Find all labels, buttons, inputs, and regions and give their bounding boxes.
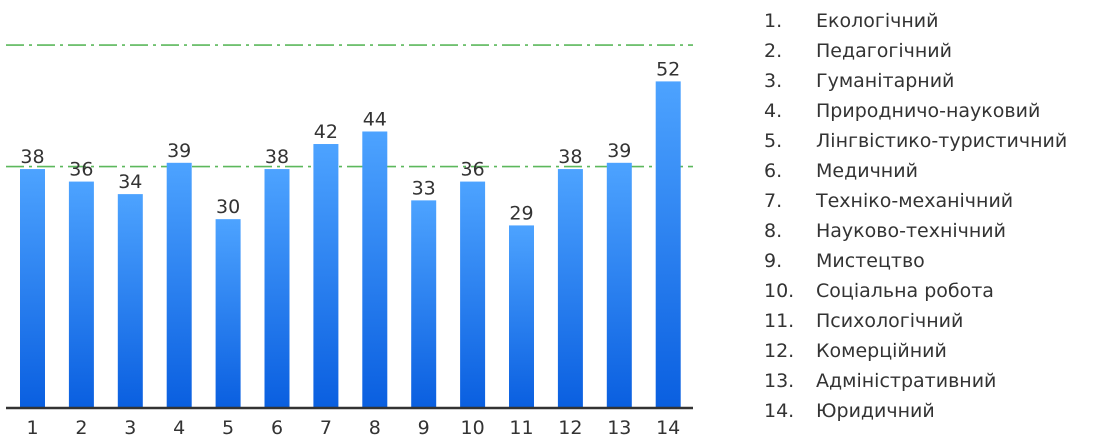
value-label-2: 36 xyxy=(69,159,93,181)
reference-lines xyxy=(6,44,693,168)
value-label-10: 36 xyxy=(461,159,485,181)
legend-item-11: 11. Психологічний xyxy=(764,306,1101,336)
legend-item-label: Техніко-механічний xyxy=(816,190,1014,212)
legend-item-9: 9. Мистецтво xyxy=(764,246,1101,276)
legend-item-number: 10. xyxy=(764,280,795,302)
legend-item-number: 6. xyxy=(764,160,783,182)
legend-item-8: 8. Науково-технічний xyxy=(764,216,1101,246)
x-tick-label-5: 5 xyxy=(222,417,234,439)
legend-item-number: 2. xyxy=(764,40,783,62)
value-label-1: 38 xyxy=(20,146,44,168)
bar-9 xyxy=(411,200,437,407)
legend-item-label: Лінгвістико-туристичний xyxy=(816,130,1068,152)
legend-item-number: 4. xyxy=(764,100,783,122)
legend-item-number: 1. xyxy=(764,10,783,32)
legend-item-14: 14. Юридичний xyxy=(764,396,1101,426)
bar-5 xyxy=(215,219,241,407)
value-label-3: 34 xyxy=(118,171,142,193)
legend-item-10: 10. Соціальна робота xyxy=(764,276,1101,306)
legend-item-label: Психологічний xyxy=(816,310,964,332)
bar-11 xyxy=(509,225,534,407)
x-tick-label-14: 14 xyxy=(656,417,680,439)
bar-14 xyxy=(655,81,681,408)
x-tick-label-11: 11 xyxy=(509,417,533,439)
legend-item-label: Юридичний xyxy=(816,400,935,422)
value-label-9: 33 xyxy=(412,177,436,199)
legend-item-6: 6. Медичний xyxy=(764,156,1101,186)
legend: 1. Екологічний 2. Педагогічний 3. Гуманітарни… xyxy=(764,6,1101,426)
legend-item-label: Гуманітарний xyxy=(816,70,955,92)
legend-item-number: 8. xyxy=(764,220,783,242)
legend-item-1: 1. Екологічний xyxy=(764,6,1101,36)
legend-item-label: Педагогічний xyxy=(816,40,952,62)
value-labels: 38 36 34 39 30 38 42 44 33 36 29 38 39 52 xyxy=(20,58,680,224)
x-tick-label-12: 12 xyxy=(558,417,582,439)
bar-12 xyxy=(557,169,583,407)
legend-item-7: 7. Техніко-механічний xyxy=(764,186,1101,216)
x-tick-label-4: 4 xyxy=(173,417,185,439)
x-axis-tick-labels: 1 2 3 4 5 6 7 8 9 10 11 12 13 14 xyxy=(26,417,680,439)
legend-item-label: Комерційний xyxy=(816,340,947,362)
legend-item-number: 14. xyxy=(764,400,795,422)
bar-1 xyxy=(20,169,45,407)
value-label-5: 30 xyxy=(216,196,240,218)
x-tick-label-8: 8 xyxy=(369,417,381,439)
bar-6 xyxy=(264,169,290,407)
x-tick-label-7: 7 xyxy=(320,417,332,439)
x-tick-label-3: 3 xyxy=(124,417,136,439)
legend-item-12: 12. Комерційний xyxy=(764,336,1101,366)
bar-10 xyxy=(460,181,486,407)
x-tick-label-13: 13 xyxy=(607,417,631,439)
legend-item-number: 9. xyxy=(764,250,783,272)
legend-item-label: Медичний xyxy=(816,160,918,182)
bar-4 xyxy=(166,162,192,407)
legend-item-3: 3. Гуманітарний xyxy=(764,66,1101,96)
value-label-6: 38 xyxy=(265,146,289,168)
legend-item-13: 13. Адміністративний xyxy=(764,366,1101,396)
legend-item-number: 3. xyxy=(764,70,783,92)
x-tick-label-9: 9 xyxy=(418,417,430,439)
legend-item-number: 11. xyxy=(764,310,795,332)
value-label-8: 44 xyxy=(363,108,387,130)
bar-8 xyxy=(362,131,388,407)
bar-7 xyxy=(313,144,339,407)
value-label-12: 38 xyxy=(558,146,582,168)
x-tick-label-1: 1 xyxy=(26,417,38,439)
legend-item-label: Природничо-науковий xyxy=(816,100,1041,122)
legend-item-number: 7. xyxy=(764,190,783,212)
x-tick-label-10: 10 xyxy=(461,417,485,439)
legend-item-number: 12. xyxy=(764,340,795,362)
bars xyxy=(20,81,681,408)
legend-item-label: Науково-технічний xyxy=(816,220,1006,242)
value-label-11: 29 xyxy=(509,202,533,224)
value-label-14: 52 xyxy=(656,58,680,80)
legend-item-label: Екологічний xyxy=(816,10,939,32)
x-tick-label-2: 2 xyxy=(75,417,87,439)
legend-item-label: Мистецтво xyxy=(816,250,925,272)
legend-item-2: 2. Педагогічний xyxy=(764,36,1101,66)
legend-item-number: 13. xyxy=(764,370,795,392)
bar-2 xyxy=(68,181,94,407)
value-label-4: 39 xyxy=(167,140,191,162)
legend-item-label: Адміністративний xyxy=(816,370,997,392)
legend-item-5: 5. Лінгвістико-туристичний xyxy=(764,126,1101,156)
x-tick-label-6: 6 xyxy=(271,417,283,439)
legend-item-4: 4. Природничо-науковий xyxy=(764,96,1101,126)
bar-13 xyxy=(606,162,632,407)
legend-item-label: Соціальна робота xyxy=(816,280,994,302)
bar-3 xyxy=(117,194,143,407)
value-label-13: 39 xyxy=(607,140,631,162)
legend-item-number: 5. xyxy=(764,130,783,152)
value-label-7: 42 xyxy=(314,121,338,143)
